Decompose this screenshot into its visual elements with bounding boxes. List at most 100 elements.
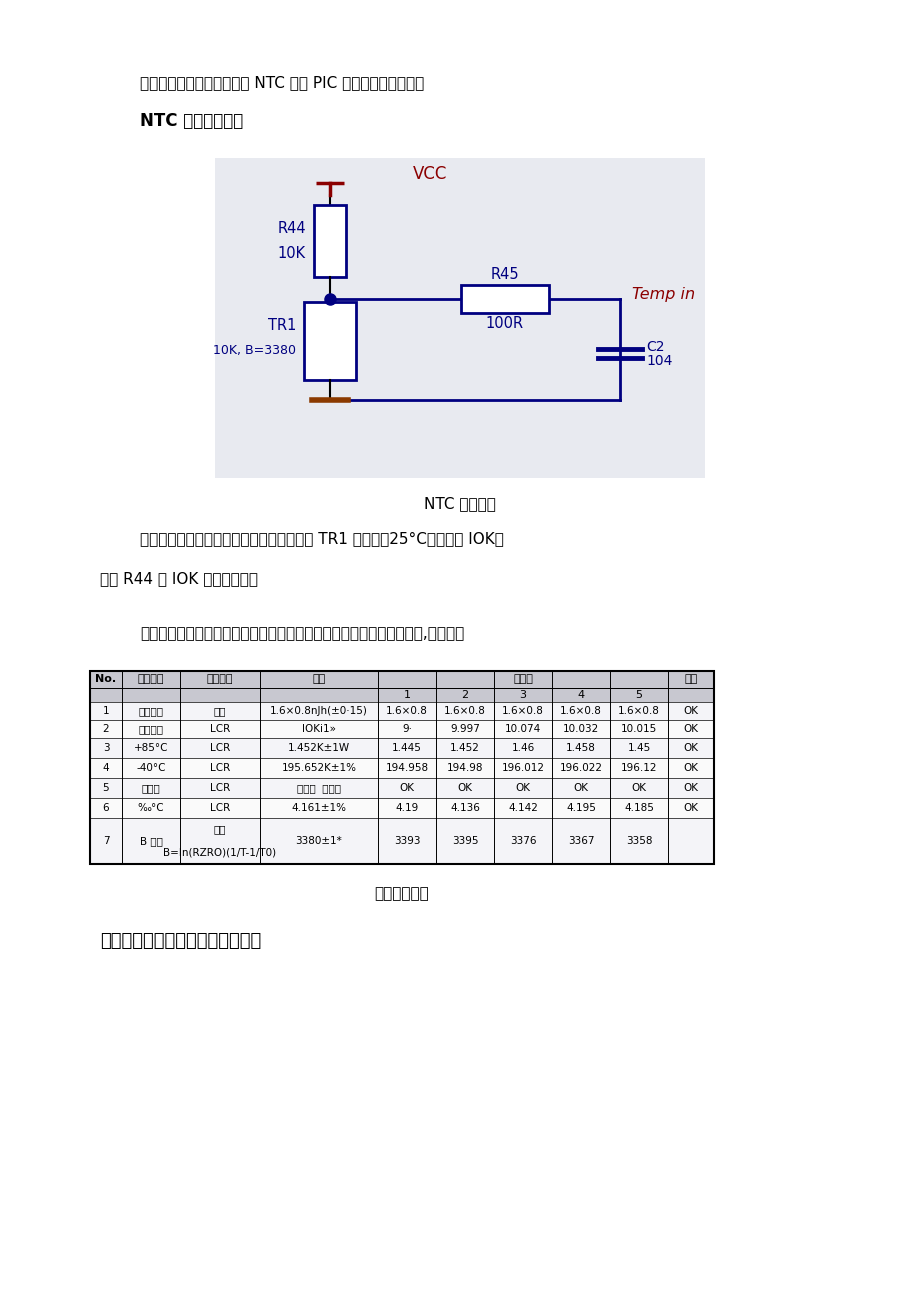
Bar [313, 206, 346, 277]
Text: TR1: TR1 [267, 317, 296, 333]
Text: 4: 4 [103, 762, 109, 773]
Text: 之前设计过一个产品，采用 NTC 以及 PIC 单片机做环境检测。: 之前设计过一个产品，采用 NTC 以及 PIC 单片机做环境检测。 [140, 75, 424, 90]
Text: R44: R44 [277, 221, 306, 237]
Text: 6: 6 [103, 803, 109, 813]
Bar [90, 758, 713, 778]
Text: LCR: LCR [210, 803, 230, 813]
Bar [90, 703, 713, 719]
Text: 所以 R44 取 IOK 的精密电阻。: 所以 R44 取 IOK 的精密电阻。 [100, 571, 257, 585]
Text: 3376: 3376 [509, 837, 536, 846]
Text: 可采用查表的方式进行温度检测。: 可采用查表的方式进行温度检测。 [100, 932, 261, 950]
Text: 4.195: 4.195 [565, 803, 596, 813]
Text: 1.6×0.8: 1.6×0.8 [618, 706, 659, 716]
Text: 10.074: 10.074 [505, 723, 540, 734]
Text: 196.12: 196.12 [620, 762, 656, 773]
Text: 3: 3 [103, 743, 109, 753]
Text: VCC: VCC [413, 165, 447, 183]
Text: 10K: 10K [278, 246, 306, 260]
Text: 基准: 基准 [312, 674, 325, 684]
Text: 10.032: 10.032 [562, 723, 598, 734]
Text: OK: OK [683, 706, 698, 716]
Bar [460, 285, 549, 314]
Text: 3380±1*: 3380±1* [295, 837, 342, 846]
Text: 10K, B=3380: 10K, B=3380 [213, 343, 296, 356]
Text: OK: OK [683, 783, 698, 794]
Text: OK: OK [573, 783, 588, 794]
Text: 1.458: 1.458 [565, 743, 596, 753]
Text: 常温阻值: 常温阻值 [139, 723, 164, 734]
Text: 1: 1 [403, 690, 410, 700]
Text: 9·: 9· [402, 723, 412, 734]
Text: 可靠性: 可靠性 [142, 783, 160, 794]
Text: 3: 3 [519, 690, 526, 700]
Text: 4.185: 4.185 [623, 803, 653, 813]
Bar [90, 818, 713, 864]
Text: 10.015: 10.015 [620, 723, 656, 734]
Text: 检维方法: 检维方法 [207, 674, 233, 684]
Text: LCR: LCR [210, 743, 230, 753]
Text: 外观尺寸: 外观尺寸 [139, 706, 164, 716]
Text: 3393: 3393 [393, 837, 420, 846]
Text: 易燃按  无气化: 易燃按 无气化 [297, 783, 341, 794]
Text: 4.19: 4.19 [395, 803, 418, 813]
Text: OK: OK [457, 783, 472, 794]
Text: 1.445: 1.445 [391, 743, 422, 753]
Bar [90, 738, 713, 758]
Bar [303, 302, 356, 380]
Text: 100R: 100R [485, 316, 524, 330]
Text: 4: 4 [577, 690, 584, 700]
Text: 3395: 3395 [451, 837, 478, 846]
Text: B=In(RZRO)(1/T-1/T0): B=In(RZRO)(1/T-1/T0) [164, 847, 277, 857]
Text: C2: C2 [645, 340, 664, 354]
Text: 1.6×0.8: 1.6×0.8 [560, 706, 601, 716]
Text: 1.6×0.8: 1.6×0.8 [444, 706, 485, 716]
Text: OK: OK [515, 783, 530, 794]
Text: 4.161±1%: 4.161±1% [291, 803, 346, 813]
Text: 2: 2 [103, 723, 109, 734]
Text: 1.45: 1.45 [627, 743, 650, 753]
Text: 1.452K±1W: 1.452K±1W [288, 743, 350, 753]
Text: R45: R45 [490, 267, 518, 282]
Text: NTC 测温电路: NTC 测温电路 [424, 496, 495, 511]
Text: OK: OK [630, 783, 646, 794]
Text: 194.958: 194.958 [385, 762, 428, 773]
Text: 卡尺: 卡尺 [213, 706, 226, 716]
Text: 负温度系数电阻的性能参数在来料检验时针对关键参数做了详细的测试,如下表：: 负温度系数电阻的性能参数在来料检验时针对关键参数做了详细的测试,如下表： [140, 626, 464, 641]
Text: 5: 5 [103, 783, 109, 794]
Text: ‰°C: ‰°C [138, 803, 165, 813]
Text: LCR: LCR [210, 762, 230, 773]
Text: OK: OK [683, 762, 698, 773]
Text: -40°C: -40°C [136, 762, 165, 773]
Text: 196.012: 196.012 [501, 762, 544, 773]
Bar [90, 671, 713, 864]
Bar [90, 719, 713, 738]
Text: 196.022: 196.022 [559, 762, 602, 773]
Text: B 常数: B 常数 [140, 837, 163, 846]
Text: 2: 2 [461, 690, 468, 700]
Text: 检验项目: 检验项目 [138, 674, 165, 684]
Text: 1.6×0.8: 1.6×0.8 [502, 706, 543, 716]
Text: Temp in: Temp in [631, 288, 695, 302]
Text: 3367: 3367 [567, 837, 594, 846]
Bar [90, 671, 713, 703]
Text: 4.136: 4.136 [449, 803, 480, 813]
Text: 样品检验数据: 样品检验数据 [374, 886, 429, 902]
Text: 判定: 判定 [684, 674, 697, 684]
Text: 9.997: 9.997 [449, 723, 480, 734]
Text: 194.98: 194.98 [447, 762, 482, 773]
Bar [90, 778, 713, 798]
Text: OK: OK [683, 803, 698, 813]
Bar [90, 798, 713, 818]
Text: 1.452: 1.452 [449, 743, 480, 753]
Text: 1.6×0.8: 1.6×0.8 [386, 706, 427, 716]
Text: +85°C: +85°C [133, 743, 168, 753]
Text: 温度检测回路采用分压电路，由于热敏电阻 TR1 常温时（25°C）阻值为 IOK，: 温度检测回路采用分压电路，由于热敏电阻 TR1 常温时（25°C）阻值为 IOK… [140, 531, 504, 546]
Text: 1.46: 1.46 [511, 743, 534, 753]
Text: LCR: LCR [210, 723, 230, 734]
Text: 4.142: 4.142 [507, 803, 538, 813]
Text: 文测值: 文测值 [513, 674, 532, 684]
Text: 5: 5 [635, 690, 641, 700]
Text: NTC 测温电路如图: NTC 测温电路如图 [140, 112, 243, 130]
Text: 104: 104 [645, 354, 672, 368]
Text: IOKi1»: IOKi1» [301, 723, 335, 734]
